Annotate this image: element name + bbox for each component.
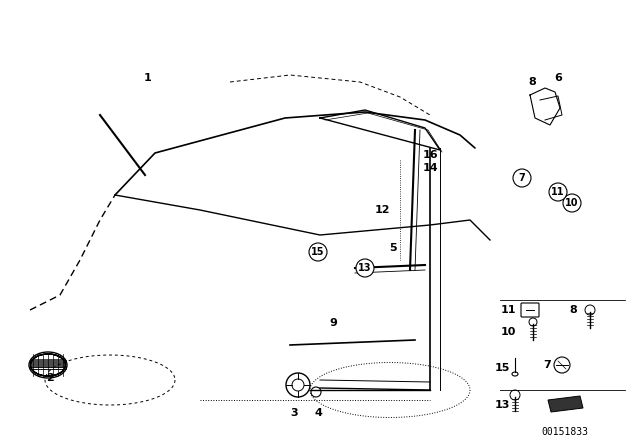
Text: 4: 4 xyxy=(314,408,322,418)
Circle shape xyxy=(563,194,581,212)
Text: 1: 1 xyxy=(144,73,152,83)
Circle shape xyxy=(513,169,531,187)
Text: 11: 11 xyxy=(551,187,564,197)
Text: 9: 9 xyxy=(329,318,337,328)
Polygon shape xyxy=(548,396,583,412)
Text: 10: 10 xyxy=(565,198,579,208)
Text: 3: 3 xyxy=(290,408,298,418)
Text: 13: 13 xyxy=(358,263,372,273)
Text: 5: 5 xyxy=(389,243,397,253)
Text: 8: 8 xyxy=(528,77,536,87)
Circle shape xyxy=(549,183,567,201)
Text: 13: 13 xyxy=(494,400,509,410)
Text: 8: 8 xyxy=(569,305,577,315)
Text: 10: 10 xyxy=(500,327,516,337)
Circle shape xyxy=(356,259,374,277)
Circle shape xyxy=(309,243,327,261)
Text: 15: 15 xyxy=(311,247,324,257)
Text: 12: 12 xyxy=(374,205,390,215)
Text: 11: 11 xyxy=(500,305,516,315)
Text: 15: 15 xyxy=(494,363,509,373)
Text: 14: 14 xyxy=(422,163,438,173)
Text: 00151833: 00151833 xyxy=(541,427,589,437)
Text: 7: 7 xyxy=(543,360,551,370)
Text: 2: 2 xyxy=(46,373,54,383)
Text: 6: 6 xyxy=(554,73,562,83)
Text: 7: 7 xyxy=(518,173,525,183)
Text: 16: 16 xyxy=(422,150,438,160)
